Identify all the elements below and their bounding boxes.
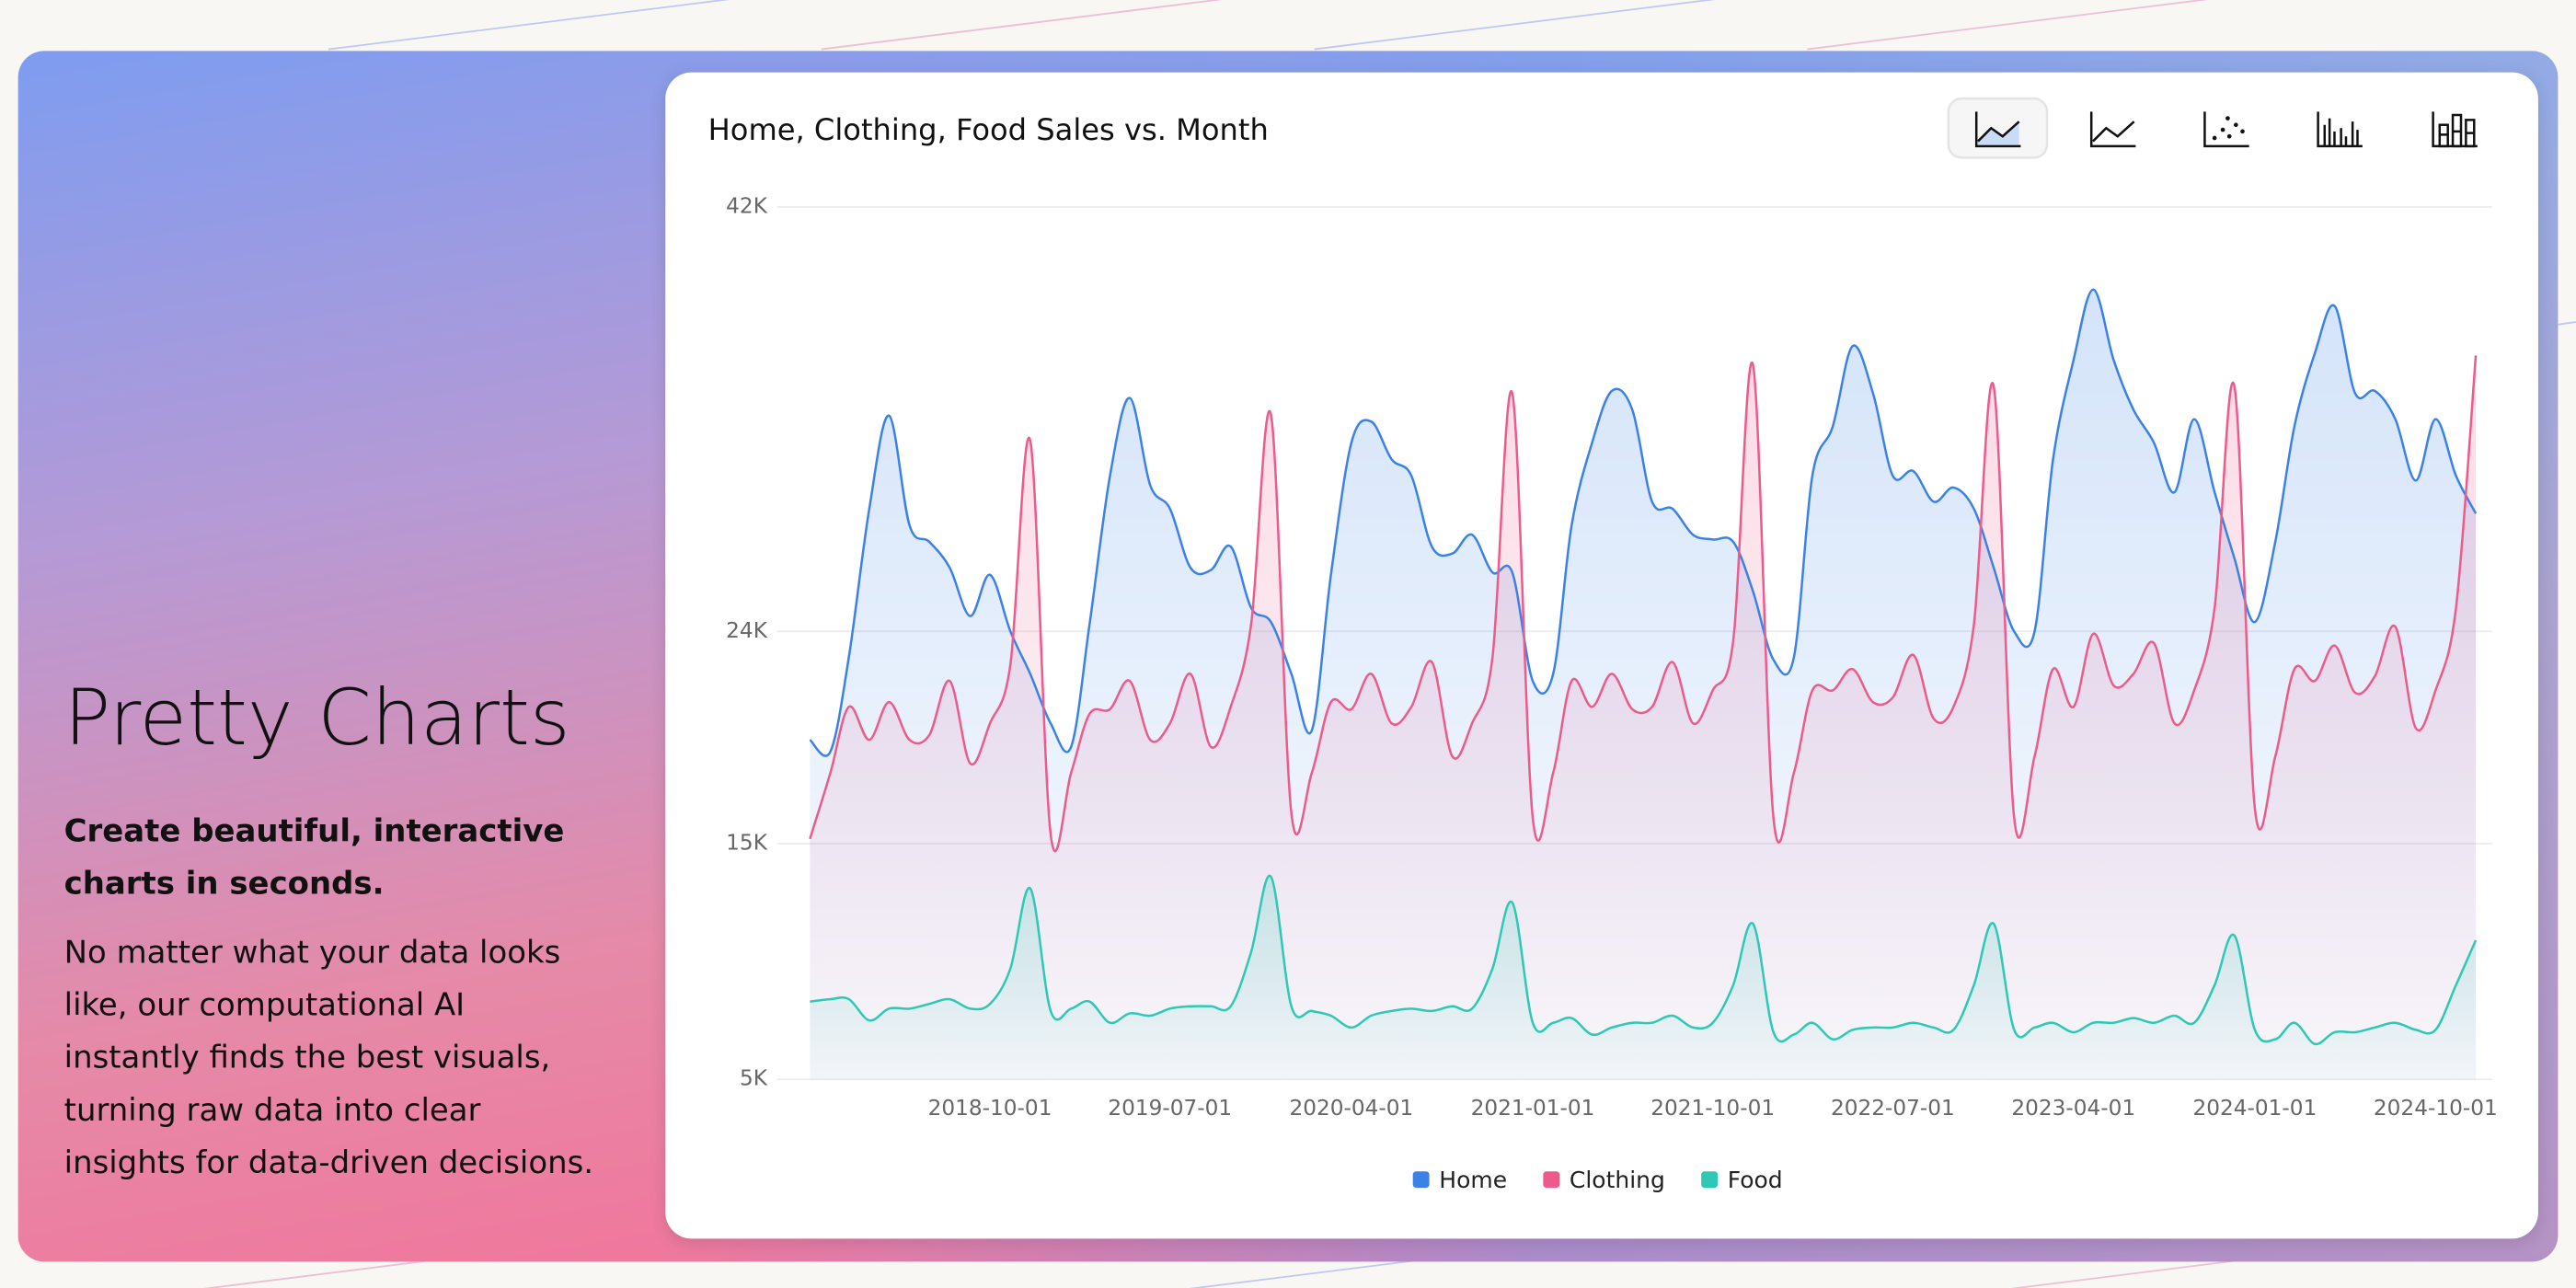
x-tick-label: 2021-10-01 <box>1650 1096 1775 1121</box>
x-tick-label: 2024-10-01 <box>2374 1096 2498 1121</box>
stacked-bar-button[interactable] <box>2432 111 2478 148</box>
area <box>810 875 2477 1080</box>
x-tick-label: 2022-07-01 <box>1831 1096 1955 1121</box>
x-tick-label: 2018-10-01 <box>928 1096 1052 1121</box>
legend-swatch <box>1701 1171 1719 1189</box>
x-tick-label: 2021-01-01 <box>1471 1096 1595 1121</box>
y-tick-label: 5K <box>740 1066 768 1091</box>
line-chart-button[interactable] <box>2089 111 2136 148</box>
legend-label: Home <box>1439 1167 1507 1193</box>
hero-subtitle: Create beautiful, interactive charts in … <box>63 812 565 903</box>
scatter-chart-button[interactable] <box>2203 111 2249 148</box>
y-tick-label: 15K <box>726 830 768 855</box>
y-tick-label: 42K <box>726 193 768 218</box>
x-tick-label: 2020-04-01 <box>1289 1096 1413 1121</box>
y-tick-label: 24K <box>726 618 768 643</box>
line <box>809 288 2478 757</box>
line <box>809 355 2478 853</box>
area-chart-button[interactable] <box>1947 97 2049 159</box>
legend-swatch <box>1412 1171 1430 1189</box>
legend-label: Food <box>1728 1167 1783 1193</box>
x-tick-label: 2023-04-01 <box>2011 1096 2135 1121</box>
hero-body: No matter what your data looks like, our… <box>63 935 594 1181</box>
legend-label: Clothing <box>1570 1167 1665 1193</box>
line <box>810 874 2478 1046</box>
area <box>810 355 2477 1080</box>
legend-swatch <box>1543 1171 1560 1189</box>
x-tick-label: 2019-07-01 <box>1108 1096 1232 1121</box>
x-tick-label: 2024-01-01 <box>2192 1096 2317 1121</box>
chart-title: Home, Clothing, Food Sales vs. Month <box>708 112 1269 147</box>
bar-chart-button[interactable] <box>2317 111 2363 148</box>
hero-title: Pretty Charts <box>63 673 570 765</box>
